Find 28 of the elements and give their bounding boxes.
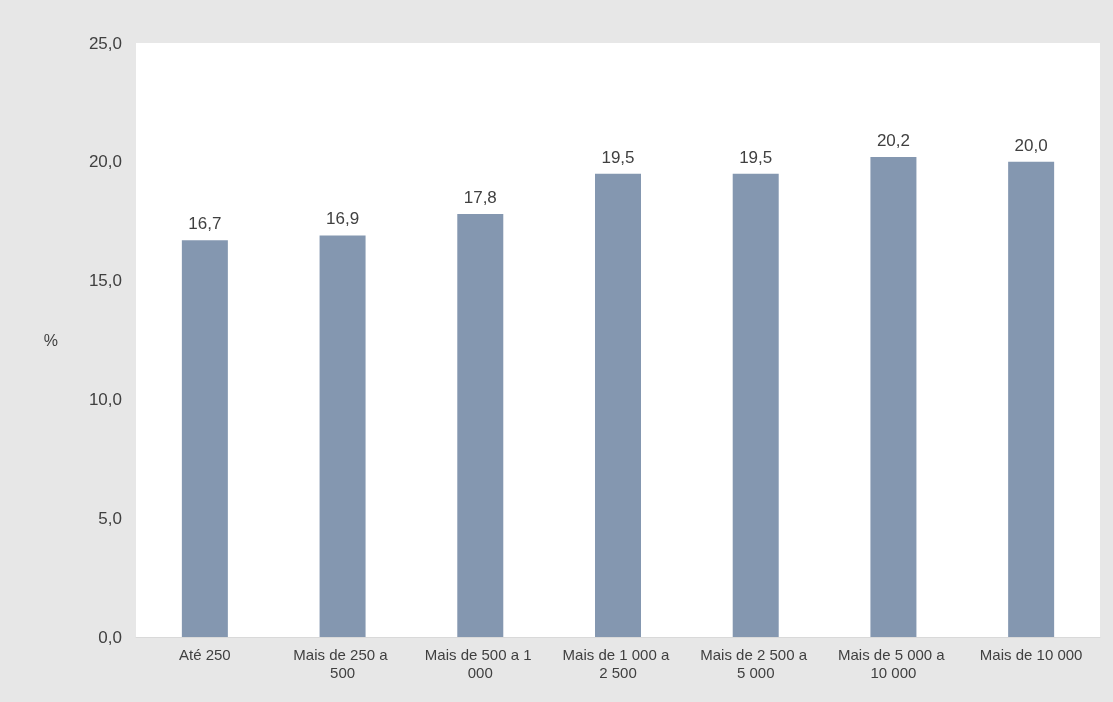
y-tick-label: 20,0 [88,152,122,172]
bar [1008,161,1055,637]
x-tick-label: Mais de 5 000 a 10 000 [837,645,949,681]
data-label: 19,5 [739,147,773,167]
y-tick-label: 5,0 [98,508,122,528]
bar [732,173,779,637]
bar [457,214,504,637]
y-axis-title: % [43,331,58,349]
data-label: 17,8 [463,188,497,208]
x-tick-label: Mais de 2 500 a 5 000 [700,645,812,681]
data-label: 19,5 [601,147,635,167]
y-tick-label: 25,0 [88,33,122,53]
data-label: 20,0 [1014,135,1048,155]
y-tick-label: 10,0 [88,389,122,409]
data-label: 16,7 [188,214,222,234]
bar [319,235,366,637]
bar [181,240,228,637]
bar [870,157,917,637]
data-label: 20,2 [876,131,910,151]
data-label: 16,9 [326,209,360,229]
x-tick-label: Mais de 10 000 [979,645,1083,663]
x-tick-label: Até 250 [179,645,231,663]
bar [595,173,641,637]
y-tick-label: 0,0 [98,627,122,647]
x-tick-label: Mais de 1 000 a 2 500 [562,645,674,681]
y-tick-label: 15,0 [88,271,122,291]
x-tick-label: Mais de 250 a 500 [293,645,392,681]
x-tick-label: Mais de 500 a 1 000 [424,645,536,681]
